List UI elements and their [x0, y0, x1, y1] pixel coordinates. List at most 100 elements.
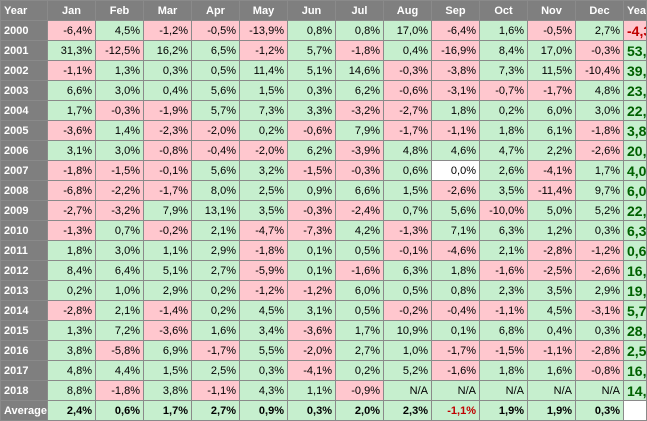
month-cell: 1,8%: [479, 360, 528, 381]
average-cell: 0,3%: [287, 400, 336, 421]
header-cell-jun: Jun: [287, 0, 336, 21]
year-total-cell: 16,4%: [623, 360, 647, 381]
month-cell: -0,1%: [383, 240, 432, 261]
month-cell: -1,2%: [575, 240, 624, 261]
average-cell: 2,4%: [47, 400, 96, 421]
month-cell: -0,6%: [287, 120, 336, 141]
month-cell: 3,4%: [239, 320, 288, 341]
year-total-cell: 14,6%: [623, 380, 647, 401]
month-cell: 5,5%: [239, 340, 288, 361]
month-cell: 4,6%: [431, 140, 480, 161]
month-cell: 5,6%: [191, 80, 240, 101]
month-cell: 3,0%: [95, 140, 144, 161]
year-total-cell: 6,0%: [623, 180, 647, 201]
month-cell: 2,7%: [191, 260, 240, 281]
month-cell: -1,8%: [47, 160, 96, 181]
month-cell: 0,3%: [143, 60, 192, 81]
month-cell: -1,7%: [143, 180, 192, 201]
table-row: 2016 3,8% -5,8% 6,9% -1,7% 5,5% -2,0% 2,7% 1,0% -…: [0, 340, 647, 361]
row-year-label: 2012: [0, 260, 48, 281]
month-cell: -1,1%: [527, 340, 576, 361]
row-year-label: 2009: [0, 200, 48, 221]
month-cell: -4,1%: [287, 360, 336, 381]
average-total-cell: [623, 400, 647, 421]
month-cell: 4,4%: [95, 360, 144, 381]
average-label: Average: [0, 400, 48, 421]
month-cell: 0,2%: [191, 280, 240, 301]
header-cell-may: May: [239, 0, 288, 21]
month-cell: -2,6%: [575, 140, 624, 161]
month-cell: 6,0%: [527, 100, 576, 121]
month-cell: 0,5%: [383, 280, 432, 301]
month-cell: 0,2%: [47, 280, 96, 301]
month-cell: 0,8%: [431, 280, 480, 301]
month-cell: 0,3%: [575, 220, 624, 241]
month-cell: 5,1%: [287, 60, 336, 81]
month-cell: 0,2%: [239, 120, 288, 141]
month-cell: -2,0%: [287, 340, 336, 361]
month-cell: 2,2%: [527, 140, 576, 161]
month-cell: 1,0%: [383, 340, 432, 361]
row-year-label: 2007: [0, 160, 48, 181]
row-year-label: 2001: [0, 40, 48, 61]
month-cell: -5,8%: [95, 340, 144, 361]
month-cell: -0,3%: [287, 200, 336, 221]
month-cell: 6,2%: [335, 80, 384, 101]
month-cell: 3,5%: [527, 280, 576, 301]
month-cell: 7,2%: [95, 320, 144, 341]
month-cell: -1,2%: [239, 40, 288, 61]
month-cell: 1,8%: [431, 260, 480, 281]
table-row: 2001 31,3% -12,5% 16,2% 6,5% -1,2% 5,7% -1,8% 0,…: [0, 40, 647, 61]
month-cell: -13,9%: [239, 20, 288, 41]
month-cell: -3,1%: [575, 300, 624, 321]
average-cell: 2,3%: [383, 400, 432, 421]
month-cell: -3,1%: [431, 80, 480, 101]
month-cell: 0,7%: [95, 220, 144, 241]
month-cell: 3,2%: [239, 160, 288, 181]
month-cell: N/A: [431, 380, 480, 401]
month-cell: 2,1%: [479, 240, 528, 261]
month-cell: 4,2%: [335, 220, 384, 241]
month-cell: -0,5%: [527, 20, 576, 41]
month-cell: 3,8%: [47, 340, 96, 361]
month-cell: -0,3%: [95, 100, 144, 121]
month-cell: 3,0%: [575, 100, 624, 121]
header-cell-sep: Sep: [431, 0, 480, 21]
row-year-label: 2005: [0, 120, 48, 141]
month-cell: 3,0%: [95, 80, 144, 101]
month-cell: 1,8%: [479, 120, 528, 141]
table-row: 2003 6,6% 3,0% 0,4% 5,6% 1,5% 0,3% 6,2% -0,6% -3,…: [0, 80, 647, 101]
month-cell: 1,6%: [527, 360, 576, 381]
month-cell: -12,5%: [95, 40, 144, 61]
month-cell: 2,5%: [191, 360, 240, 381]
month-cell: -5,9%: [239, 260, 288, 281]
table-row: 2009 -2,7% -3,2% 7,9% 13,1% 3,5% -0,3% -2,4% 0,7…: [0, 200, 647, 221]
month-cell: 2,9%: [143, 280, 192, 301]
month-cell: 6,0%: [335, 280, 384, 301]
header-cell-nov: Nov: [527, 0, 576, 21]
month-cell: -1,1%: [479, 300, 528, 321]
month-cell: -0,4%: [191, 140, 240, 161]
month-cell: 1,5%: [383, 180, 432, 201]
average-row: Average 2,4% 0,6% 1,7% 2,7% 0,9% 0,3% 2,0% 2,3% -…: [0, 400, 647, 421]
year-total-cell: 3,8%: [623, 120, 647, 141]
month-cell: -1,8%: [95, 380, 144, 401]
header-row: Year Jan Feb Mar Apr May Jun Jul Aug Sep…: [0, 0, 647, 21]
year-total-cell: 2,5%: [623, 340, 647, 361]
month-cell: 31,3%: [47, 40, 96, 61]
month-cell: -6,4%: [47, 20, 96, 41]
month-cell: -10,0%: [479, 200, 528, 221]
month-cell: 2,9%: [575, 280, 624, 301]
month-cell: 1,2%: [527, 220, 576, 241]
table-row: 2017 4,8% 4,4% 1,5% 2,5% 0,3% -4,1% 0,2% 5,2% -1,…: [0, 360, 647, 381]
month-cell: -3,9%: [335, 140, 384, 161]
month-cell: 0,1%: [287, 260, 336, 281]
month-cell: 4,8%: [383, 140, 432, 161]
month-cell: -0,1%: [143, 160, 192, 181]
row-year-label: 2000: [0, 20, 48, 41]
year-total-cell: 22,2%: [623, 100, 647, 121]
month-cell: 6,6%: [47, 80, 96, 101]
month-cell: 0,8%: [287, 20, 336, 41]
row-year-label: 2010: [0, 220, 48, 241]
